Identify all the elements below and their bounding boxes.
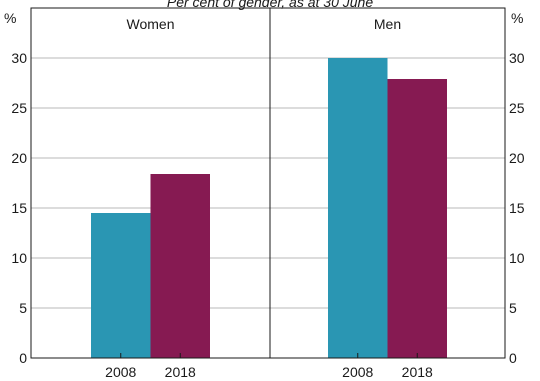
y-tick-label-right: 30 (509, 50, 525, 66)
chart-subtitle: Per cent of gender, as at 30 June (167, 0, 373, 10)
y-tick-label-right: 15 (509, 200, 525, 216)
plot-frame (30, 7, 506, 359)
y-ticks: 0 0 5 5 10 10 15 15 20 20 25 25 30 30 (11, 50, 524, 366)
y-tick-label-right: 20 (509, 150, 525, 166)
x-tick-label: 2018 (165, 364, 196, 380)
bar-women-2018 (150, 174, 210, 358)
y-unit-label-right: % (511, 10, 523, 26)
y-unit-label-left: % (4, 10, 16, 26)
x-tick-label: 2018 (402, 364, 433, 380)
bar-men-2008 (328, 58, 388, 358)
x-tick-label: 2008 (342, 364, 373, 380)
panel-title-men: Men (374, 16, 401, 32)
bar-women-2008 (91, 213, 151, 358)
y-tick-label-left: 20 (11, 150, 27, 166)
y-tick-label-left: 5 (19, 300, 27, 316)
y-tick-label-left: 30 (11, 50, 27, 66)
x-tick-labels: 2008 2018 2008 2018 (105, 353, 433, 380)
panel-title-women: Women (127, 16, 175, 32)
y-tick-label-left: 0 (19, 350, 27, 366)
y-tick-label-right: 0 (509, 350, 517, 366)
y-tick-label-left: 25 (11, 100, 27, 116)
y-tick-label-right: 10 (509, 250, 525, 266)
bars (91, 58, 447, 358)
y-tick-label-left: 10 (11, 250, 27, 266)
y-tick-label-right: 5 (509, 300, 517, 316)
x-tick-label: 2008 (105, 364, 136, 380)
bar-men-2018 (387, 79, 447, 358)
y-tick-label-right: 25 (509, 100, 525, 116)
y-tick-label-left: 15 (11, 200, 27, 216)
